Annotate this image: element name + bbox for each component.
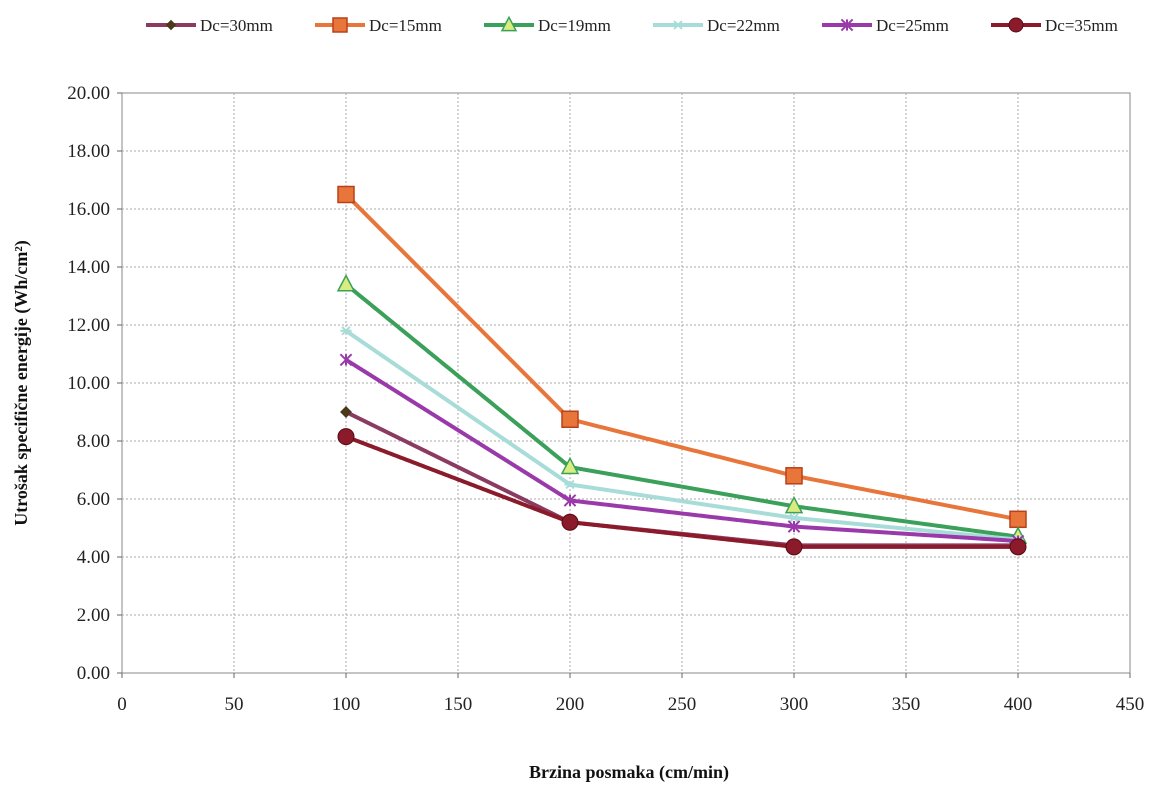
legend-item-dc-22mm: Dc=22mm bbox=[653, 16, 780, 35]
y-tick-label: 10.00 bbox=[67, 373, 110, 394]
series-dc-15mm bbox=[337, 185, 1027, 529]
data-point-dc-15mm bbox=[337, 185, 355, 204]
x-tick-label: 300 bbox=[780, 694, 809, 715]
legend-marker bbox=[500, 15, 518, 32]
data-point-dc-19mm bbox=[784, 495, 804, 514]
series-group bbox=[336, 185, 1028, 556]
legend-item-dc-25mm: Dc=25mm bbox=[822, 16, 949, 35]
legend-label: Dc=30mm bbox=[200, 16, 273, 35]
legend-item-dc-15mm: Dc=15mm bbox=[315, 16, 442, 35]
data-point-dc-15mm bbox=[1009, 510, 1027, 529]
data-point-dc-35mm bbox=[337, 428, 355, 446]
data-point-dc-35mm bbox=[1009, 538, 1027, 556]
x-tick-label: 50 bbox=[225, 694, 244, 715]
data-point-dc-19mm bbox=[560, 456, 580, 475]
series-line-dc-35mm bbox=[345, 434, 1018, 549]
data-point-dc-35mm bbox=[785, 538, 803, 556]
legend-label: Dc=19mm bbox=[538, 16, 611, 35]
data-point-dc-25mm bbox=[787, 520, 801, 533]
y-axis: 0.00 2.00 4.00 6.00 8.00 10.00 12.00 14.00 16.00… bbox=[67, 83, 122, 684]
y-tick-label: 8.00 bbox=[77, 431, 110, 452]
legend-label: Dc=35mm bbox=[1045, 16, 1118, 35]
series-line-dc-22mm bbox=[344, 329, 1019, 542]
y-tick-label: 20.00 bbox=[67, 83, 110, 104]
series-line-dc-25mm bbox=[344, 358, 1019, 544]
series-line-dc-19mm bbox=[344, 282, 1019, 539]
x-tick-label: 400 bbox=[1004, 694, 1033, 715]
x-tick-label: 100 bbox=[332, 694, 361, 715]
data-point-dc-22mm bbox=[340, 326, 352, 336]
x-tick-label: 0 bbox=[117, 694, 127, 715]
legend: Dc=30mm Dc=15mm Dc=19mm Dc=22mm Dc=25mm Dc=35… bbox=[146, 15, 1118, 35]
x-tick-label: 350 bbox=[892, 694, 921, 715]
x-axis: 0 50 100 150 200 250 300 350 400 450 bbox=[117, 673, 1144, 715]
y-tick-label: 18.00 bbox=[67, 141, 110, 162]
series-dc-19mm bbox=[336, 273, 1028, 544]
x-tick-label: 150 bbox=[444, 694, 473, 715]
legend-marker bbox=[672, 20, 684, 30]
x-tick-label: 450 bbox=[1116, 694, 1145, 715]
legend-item-dc-19mm: Dc=19mm bbox=[484, 15, 611, 35]
y-tick-label: 0.00 bbox=[77, 663, 110, 684]
y-tick-label: 2.00 bbox=[77, 605, 110, 626]
y-tick-label: 12.00 bbox=[67, 315, 110, 336]
legend-marker bbox=[332, 17, 348, 33]
data-point-dc-30mm bbox=[340, 406, 352, 418]
x-axis-title: Brzina posmaka (cm/min) bbox=[529, 762, 729, 783]
y-tick-label: 4.00 bbox=[77, 547, 110, 568]
legend-label: Dc=22mm bbox=[707, 16, 780, 35]
legend-marker bbox=[840, 18, 854, 32]
legend-marker bbox=[1008, 17, 1024, 33]
y-axis-title: Utrošak specifične energije (Wh/cm²) bbox=[11, 240, 32, 526]
y-tick-label: 16.00 bbox=[67, 199, 110, 220]
data-point-dc-25mm bbox=[339, 353, 353, 367]
x-tick-label: 200 bbox=[556, 694, 585, 715]
series-dc-35mm bbox=[337, 428, 1027, 556]
y-tick-label: 14.00 bbox=[67, 257, 110, 278]
data-point-dc-19mm bbox=[336, 273, 356, 292]
grid bbox=[122, 93, 1130, 673]
series-line-dc-15mm bbox=[344, 193, 1019, 522]
legend-marker bbox=[165, 19, 177, 31]
legend-label: Dc=15mm bbox=[369, 16, 442, 35]
data-point-dc-22mm bbox=[788, 513, 800, 523]
data-point-dc-15mm bbox=[785, 467, 803, 485]
y-tick-label: 6.00 bbox=[77, 489, 110, 510]
data-point-dc-25mm bbox=[563, 494, 577, 507]
legend-item-dc-30mm: Dc=30mm bbox=[146, 16, 273, 35]
data-point-dc-35mm bbox=[561, 513, 579, 531]
legend-label: Dc=25mm bbox=[876, 16, 949, 35]
data-point-dc-22mm bbox=[564, 479, 576, 490]
legend-item-dc-35mm: Dc=35mm bbox=[991, 16, 1118, 35]
data-point-dc-15mm bbox=[561, 410, 579, 428]
x-tick-label: 250 bbox=[668, 694, 697, 715]
